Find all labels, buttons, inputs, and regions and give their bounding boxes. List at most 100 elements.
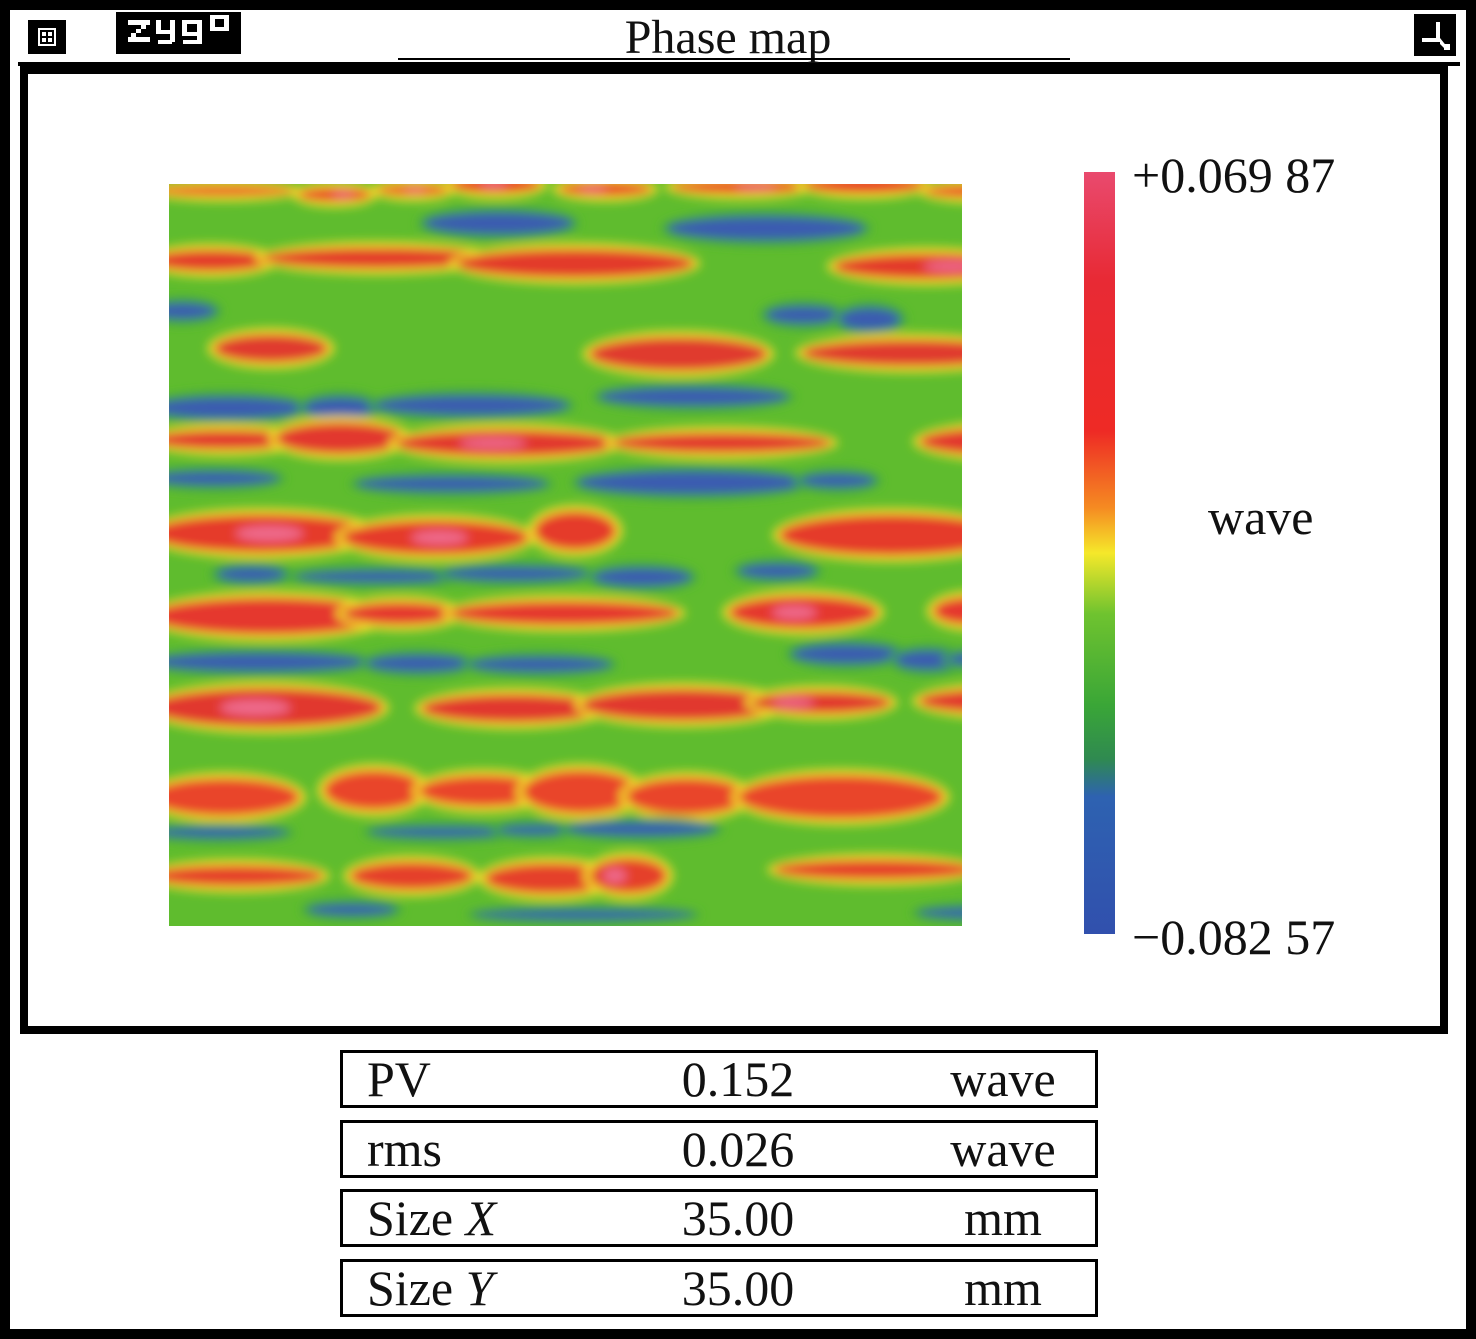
phase-map-band — [589, 857, 668, 894]
stat-name-text: Size — [367, 1190, 466, 1246]
phase-map-band — [894, 650, 961, 670]
maximize-glyph — [1422, 22, 1450, 50]
phase-map-band — [577, 470, 808, 495]
phase-map-peak — [404, 187, 427, 193]
phase-map-band — [349, 861, 474, 891]
phase-map-band — [765, 306, 842, 324]
title-bar[interactable]: Phase map — [18, 10, 1460, 66]
stat-name-text: Size — [367, 1260, 466, 1316]
phase-map-band — [169, 186, 298, 196]
phase-map-peak — [603, 868, 627, 883]
phase-map-band — [918, 689, 962, 712]
phase-map-image — [169, 184, 962, 926]
stat-name: rms — [367, 1121, 442, 1177]
phase-map-peak — [578, 186, 608, 192]
phase-map-band — [216, 566, 286, 582]
system-menu-icon[interactable] — [28, 20, 66, 54]
phase-map-band — [169, 865, 324, 887]
phase-map-band — [368, 827, 517, 837]
phase-map-peak — [923, 261, 962, 272]
phase-map-band — [418, 775, 549, 807]
phase-map-band — [455, 248, 695, 279]
phase-map-peak — [411, 530, 468, 545]
stat-name: Size X — [367, 1192, 496, 1244]
phase-map-band — [625, 777, 748, 816]
phase-map-band — [468, 657, 612, 672]
phase-map-band — [750, 691, 892, 714]
phase-map-peak — [331, 191, 355, 198]
phase-map-band — [534, 510, 617, 551]
phase-map-peak — [772, 698, 815, 708]
phase-map-band — [355, 476, 548, 492]
system-menu-glyph — [38, 28, 56, 46]
phase-map-band — [565, 822, 718, 836]
phase-map-band — [366, 655, 472, 672]
phase-map-band — [472, 910, 695, 920]
phase-map-band — [497, 825, 571, 835]
window-title: Phase map — [624, 11, 832, 64]
phase-map-band — [778, 514, 962, 556]
maximize-icon[interactable] — [1414, 14, 1456, 56]
stat-unit: wave — [950, 1121, 1056, 1177]
phase-map-peak — [771, 605, 817, 619]
phase-map-band — [261, 247, 494, 269]
phase-map-band — [799, 473, 876, 488]
phase-map-band — [294, 570, 466, 583]
zygo-logo — [116, 12, 241, 54]
phase-map-band — [423, 212, 574, 235]
phase-map-band — [169, 827, 289, 838]
phase-map-band — [919, 429, 962, 454]
phase-map-band — [838, 307, 901, 331]
phase-map-band — [801, 339, 962, 367]
phase-map-band — [598, 387, 789, 406]
phase-map-band — [303, 397, 377, 418]
phase-map-band — [791, 644, 903, 664]
phase-map-band — [667, 216, 866, 241]
phase-map-panel: +0.069 87 wave −0.082 57 — [20, 66, 1448, 1034]
phase-map-band — [169, 303, 216, 319]
stat-unit: mm — [964, 1260, 1042, 1316]
title-rule — [398, 58, 1070, 60]
phase-map-band — [441, 566, 589, 581]
phase-map-band — [932, 597, 962, 625]
phase-map-band — [588, 336, 769, 372]
stat-unit: wave — [950, 1051, 1056, 1107]
phase-map-band — [924, 185, 962, 197]
phase-map-peak — [220, 699, 291, 716]
stat-row-rms: rms 0.026 wave — [340, 1120, 1098, 1178]
phase-map-band — [169, 778, 300, 817]
stat-axis: Y — [465, 1260, 494, 1316]
stat-value: 35.00 — [681, 1260, 795, 1316]
phase-map-peak — [459, 437, 527, 449]
stat-value: 35.00 — [681, 1190, 795, 1246]
phase-map-peak — [479, 184, 508, 188]
phase-map-band — [169, 653, 370, 672]
phase-map-band — [169, 597, 389, 636]
phase-map-peak — [235, 525, 304, 542]
phase-map-band — [737, 774, 944, 820]
color-scale-max-label: +0.069 87 — [1132, 147, 1336, 203]
phase-map-band — [169, 249, 274, 272]
color-scale-bar — [1084, 172, 1115, 934]
stat-row-size-x: Size X 35.00 mm — [340, 1189, 1098, 1247]
zygo-logo-mark — [127, 15, 229, 44]
color-scale-min-label: −0.082 57 — [1132, 909, 1336, 965]
phase-map-band — [169, 471, 280, 486]
stat-value: 0.026 — [681, 1121, 795, 1177]
stat-row-size-y: Size Y 35.00 mm — [340, 1259, 1098, 1317]
stat-row-pv: PV 0.152 wave — [340, 1050, 1098, 1108]
phase-map-band — [307, 904, 397, 916]
phase-map-band — [342, 601, 458, 625]
phase-map-band — [580, 688, 785, 722]
phase-map-band — [773, 859, 962, 880]
phase-map-band — [611, 432, 832, 454]
phase-map-band — [522, 769, 640, 814]
phase-map-band — [420, 693, 606, 723]
phase-map-band — [275, 422, 406, 455]
phase-map-band — [833, 253, 962, 280]
phase-map-band — [169, 397, 308, 419]
stat-name: Size Y — [367, 1262, 493, 1314]
phase-map-band — [449, 184, 542, 193]
phase-map-band — [484, 862, 616, 895]
